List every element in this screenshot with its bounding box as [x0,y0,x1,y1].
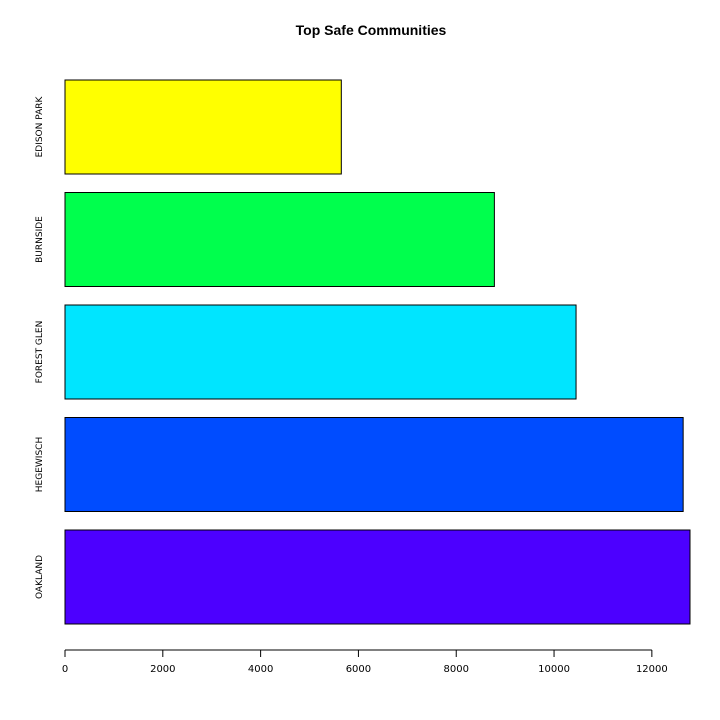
x-tick-label: 8000 [444,664,469,675]
x-tick-label: 10000 [538,664,570,675]
category-label: FOREST GLEN [35,321,45,384]
chart-title: Top Safe Communities [296,22,447,38]
category-label: HEGEWISCH [35,437,45,492]
bar-edison-park [64,79,342,175]
x-axis: 0 2000 4000 6000 8000 10000 12000 [62,649,668,675]
x-tick-label: 6000 [346,664,371,675]
category-labels: OAKLAND HEGEWISCH FOREST GLEN BURNSIDE EDISO… [35,95,45,599]
bars-group [64,79,691,625]
x-tick-label: 4000 [248,664,273,675]
bar-oakland [64,529,691,625]
x-tick-label: 0 [62,664,68,675]
category-label: BURNSIDE [35,216,45,263]
x-tick-label: 12000 [636,664,668,675]
bar-burnside [64,192,495,287]
category-label: EDISON PARK [35,95,45,157]
x-tick-label: 2000 [150,664,175,675]
bar-forest-glen [64,304,577,400]
bar-hegewisch [64,417,684,512]
category-label: OAKLAND [35,555,45,599]
